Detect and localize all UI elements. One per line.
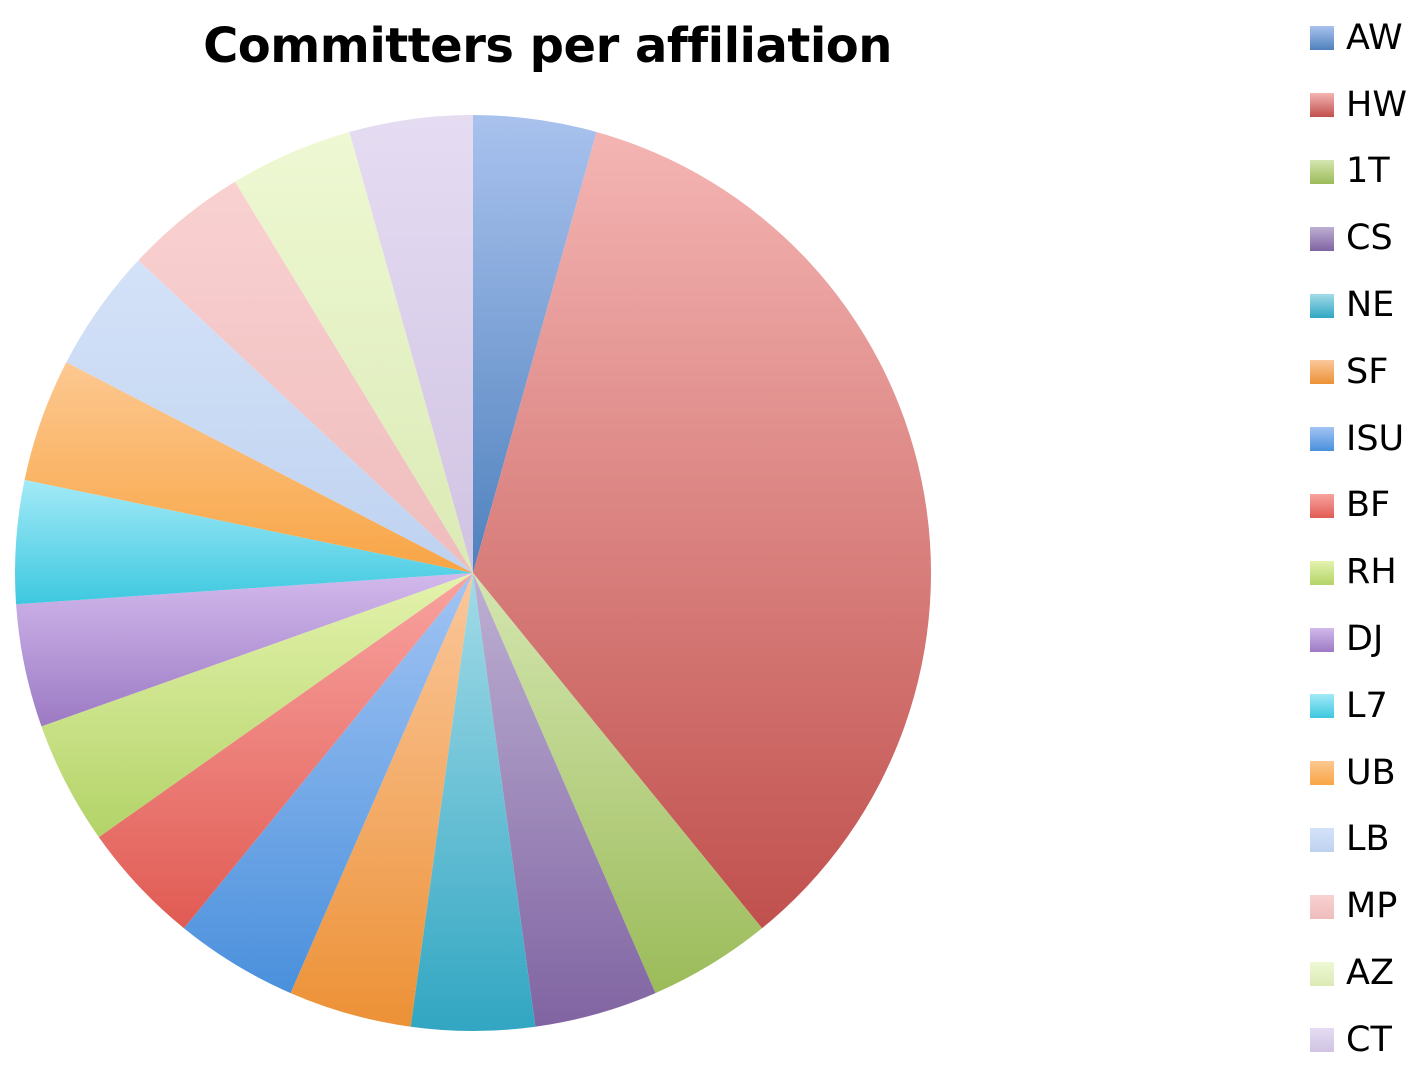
legend-swatch	[1310, 627, 1334, 652]
pie-slice-hw	[473, 131, 932, 929]
pie-slice-cs	[473, 573, 656, 1027]
legend-label: RH	[1346, 552, 1397, 593]
legend-item-aw: AW	[1310, 5, 1407, 72]
legend-label: AZ	[1346, 953, 1394, 994]
legend: AW HW 1T CS NE SF ISU BF RH DJ L7 UB LB MP AZ CT	[1310, 5, 1407, 1074]
legend-swatch	[1310, 761, 1334, 786]
legend-label: CS	[1346, 218, 1393, 259]
chart-title: Committers per affiliation	[203, 18, 892, 74]
pie-slice-aw	[473, 115, 597, 573]
legend-label: L7	[1346, 685, 1388, 726]
legend-item-isu: ISU	[1310, 406, 1407, 473]
legend-label: ISU	[1346, 418, 1405, 459]
legend-swatch	[1310, 226, 1334, 251]
pie-slice-sf	[290, 573, 473, 1027]
legend-item-l7: L7	[1310, 673, 1407, 740]
pie-slice-ub	[24, 362, 474, 573]
pie-slice-az	[235, 131, 473, 574]
legend-item-cs: CS	[1310, 205, 1407, 272]
legend-label: BF	[1346, 485, 1391, 526]
legend-swatch	[1310, 293, 1334, 318]
legend-label: MP	[1346, 886, 1398, 927]
legend-swatch	[1310, 26, 1334, 51]
pie-slices	[15, 115, 932, 1031]
pie-slice-lb	[66, 260, 473, 573]
pie-slice-ct	[349, 115, 473, 573]
legend-item-ub: UB	[1310, 740, 1407, 807]
legend-swatch	[1310, 694, 1334, 719]
legend-label: CT	[1346, 1019, 1392, 1060]
pie-slice-rh	[41, 573, 473, 838]
legend-label: LB	[1346, 819, 1390, 860]
pie-slice-ne	[410, 573, 536, 1031]
legend-swatch	[1310, 1028, 1334, 1053]
legend-item-rh: RH	[1310, 539, 1407, 606]
pie-slice-l7	[15, 479, 474, 605]
legend-swatch	[1310, 560, 1334, 585]
legend-label: NE	[1346, 285, 1395, 326]
legend-label: 1T	[1346, 151, 1390, 192]
pie-slice-1t	[473, 573, 763, 994]
legend-item-ne: NE	[1310, 272, 1407, 339]
legend-label: DJ	[1346, 619, 1384, 660]
legend-swatch	[1310, 827, 1334, 852]
pie-slice-dj	[16, 573, 473, 727]
legend-swatch	[1310, 961, 1334, 986]
pie-slice-isu	[183, 573, 473, 994]
pie-chart	[15, 115, 932, 1031]
legend-item-hw: HW	[1310, 72, 1407, 139]
legend-item-lb: LB	[1310, 807, 1407, 874]
legend-label: HW	[1346, 84, 1407, 125]
pie-slice-bf	[98, 573, 473, 929]
legend-item-1t: 1T	[1310, 139, 1407, 206]
legend-item-dj: DJ	[1310, 606, 1407, 673]
legend-swatch	[1310, 159, 1334, 184]
legend-swatch	[1310, 427, 1334, 452]
legend-swatch	[1310, 93, 1334, 118]
legend-item-bf: BF	[1310, 473, 1407, 540]
legend-label: SF	[1346, 351, 1389, 392]
legend-item-az: AZ	[1310, 940, 1407, 1007]
pie-slice-mp	[138, 181, 473, 573]
legend-item-ct: CT	[1310, 1007, 1407, 1074]
legend-item-sf: SF	[1310, 339, 1407, 406]
legend-item-mp: MP	[1310, 873, 1407, 940]
legend-swatch	[1310, 493, 1334, 518]
legend-swatch	[1310, 894, 1334, 919]
legend-label: UB	[1346, 752, 1396, 793]
legend-swatch	[1310, 360, 1334, 385]
legend-label: AW	[1346, 17, 1403, 58]
